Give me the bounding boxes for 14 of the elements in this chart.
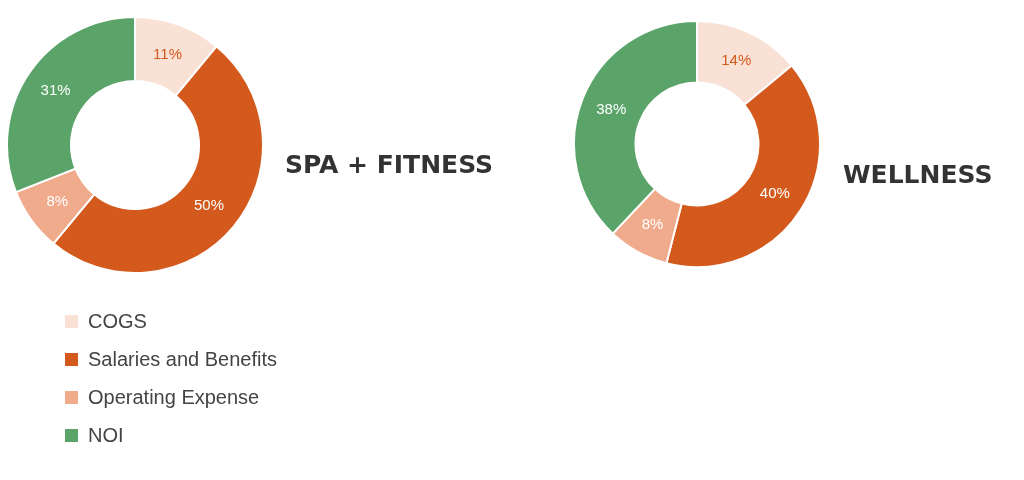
data-label: 8% bbox=[641, 214, 664, 232]
data-label: 38% bbox=[596, 100, 627, 118]
data-label: 11% bbox=[153, 44, 182, 62]
text: SPA + FITNESS bbox=[285, 150, 494, 179]
legend-label: NOI bbox=[88, 423, 124, 447]
data-label: 40% bbox=[759, 183, 790, 201]
data-label: 31% bbox=[40, 81, 71, 99]
text: WELLNESS bbox=[843, 160, 993, 189]
legend-label: Salaries and Benefits bbox=[88, 347, 278, 371]
data-label: 8% bbox=[46, 191, 69, 209]
legend-label: COGS bbox=[88, 309, 147, 333]
data-label: 50% bbox=[193, 196, 224, 214]
data-label: 14% bbox=[721, 50, 752, 68]
legend-label: Operating Expense bbox=[88, 385, 260, 409]
